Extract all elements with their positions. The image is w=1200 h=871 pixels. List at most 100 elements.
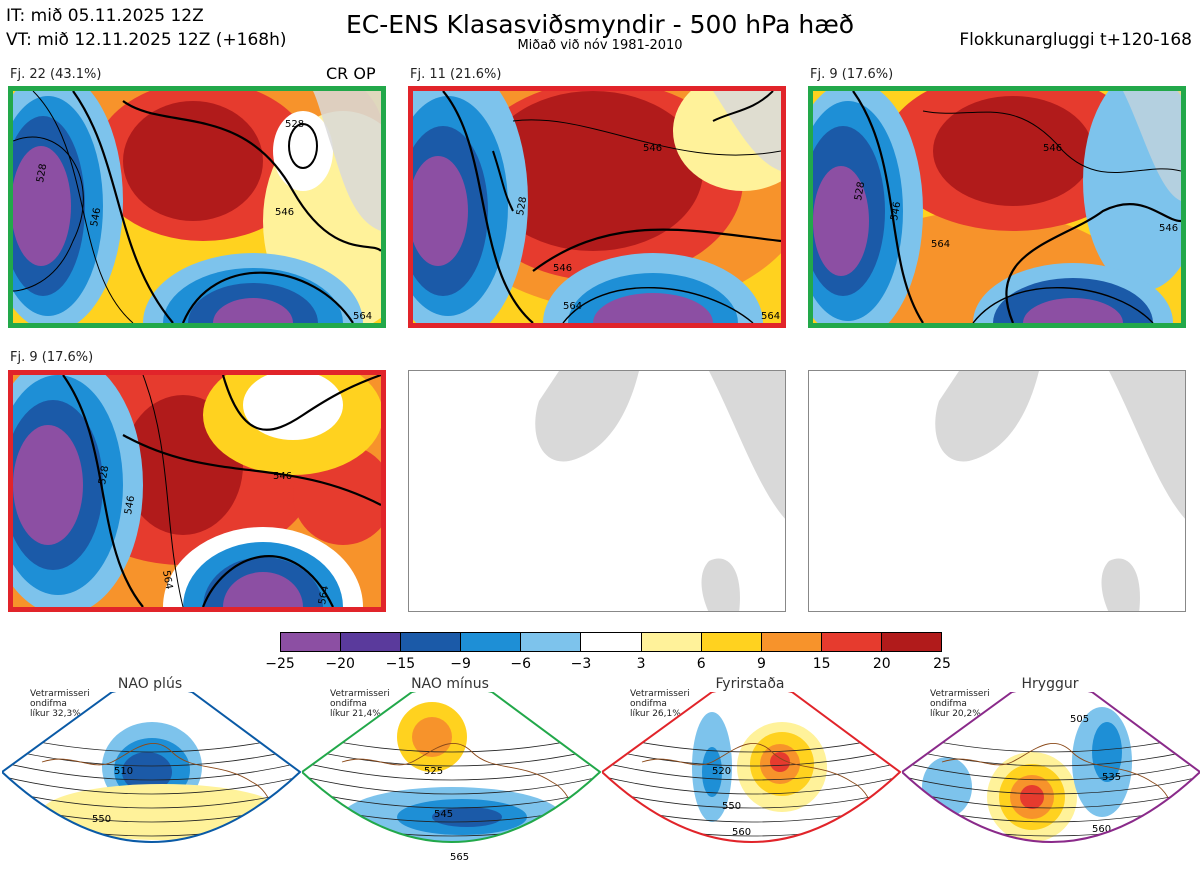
empty-map-6 <box>808 370 1186 612</box>
cluster-map-1: 528 546 546 528 564 <box>8 86 386 328</box>
cluster-label-3: Fj. 9 (17.6%) <box>810 67 894 82</box>
contour-label: 528 <box>97 465 111 486</box>
colorbar-swatch <box>701 633 762 651</box>
anomaly-blob <box>122 752 172 792</box>
colorbar-swatch <box>821 633 882 651</box>
empty-map-5 <box>408 370 786 612</box>
anomaly-blob <box>1020 785 1044 809</box>
height-contour <box>302 773 600 795</box>
regime-frame <box>302 692 602 843</box>
colorbar-swatch <box>401 633 462 651</box>
contour-label: 528 <box>515 196 529 217</box>
colorbar-tick-label: −6 <box>510 656 532 672</box>
height-contour <box>2 759 300 781</box>
cluster-label-1: Fj. 22 (43.1%) <box>10 67 102 82</box>
cluster-label-2: Fj. 11 (21.6%) <box>410 67 502 82</box>
regime-map: 525 545 565 <box>302 692 602 863</box>
initial-time: IT: mið 05.11.2025 12Z <box>6 6 204 26</box>
colorbar-tick-label: −25 <box>265 656 295 672</box>
contour-label: 546 <box>273 471 292 482</box>
contour-label: 546 <box>89 207 103 228</box>
contour-label: 564 <box>160 570 174 591</box>
contour-label: 564 <box>353 311 372 322</box>
regime-contour-label: 550 <box>92 814 111 825</box>
regime-contour-label: 505 <box>1070 714 1089 725</box>
colorbar-tick-label: 25 <box>933 656 951 672</box>
height-contour <box>902 844 1200 864</box>
regime-title: Hryggur <box>1021 676 1079 692</box>
scandinavia <box>709 371 785 519</box>
colorbar-tick-label: 6 <box>696 656 706 672</box>
contour-label: 564 <box>931 239 950 250</box>
classification-window: Flokkunargluggi t+120-168 <box>959 30 1192 50</box>
contour-label: 564 <box>761 311 780 322</box>
page-subtitle: Miðað við nóv 1981-2010 <box>517 38 683 53</box>
height-contour <box>302 745 600 767</box>
colorbar-swatch <box>641 633 702 651</box>
landmass <box>313 91 381 231</box>
height-contour <box>602 759 900 781</box>
contour-label: 546 <box>123 495 137 516</box>
contour-label: 546 <box>1043 143 1062 154</box>
contour-label: 546 <box>643 143 662 154</box>
regime-note: Vetrarmisseri ondifma líkur 21,4% <box>330 689 390 719</box>
colorbar-tick-label: −9 <box>450 656 471 672</box>
regime-note: Vetrarmisseri ondifma líkur 26,1% <box>630 689 690 719</box>
regime-title: Fyrirstaða <box>715 676 785 692</box>
regime-contour-label: 560 <box>1092 824 1111 835</box>
height-contour <box>2 844 302 864</box>
regime-contour-label: 520 <box>712 766 731 777</box>
colorbar-swatch <box>281 633 342 651</box>
colorbar <box>280 632 942 652</box>
colorbar-swatch <box>761 633 822 651</box>
regime-contour-label: 525 <box>424 766 443 777</box>
regime-title: NAO mínus <box>411 676 489 692</box>
regime-frame <box>602 692 902 843</box>
height-contour <box>602 745 900 767</box>
colorbar-swatch <box>461 633 522 651</box>
contour-label: 564 <box>563 301 582 312</box>
regime-map: 510 550 <box>2 692 302 864</box>
contour-label: 528 <box>853 181 867 202</box>
coastline <box>941 743 1174 842</box>
control-operational-marker: CR OP <box>326 64 376 83</box>
anomaly-blob <box>412 717 452 757</box>
page-title: EC-ENS Klasasviðsmyndir - 500 hPa hæð <box>345 10 855 39</box>
anomaly-blob <box>1092 722 1122 782</box>
colorbar-swatch <box>521 633 582 651</box>
height-contour <box>2 745 300 767</box>
height-contour <box>302 759 600 781</box>
height-contour <box>902 745 1200 767</box>
colorbar-tick-label: −15 <box>385 656 416 672</box>
cluster-label-4: Fj. 9 (17.6%) <box>10 350 94 365</box>
colorbar-swatch <box>581 633 642 651</box>
contour-label: 528 <box>35 163 49 184</box>
cluster-map-2: 546 528 546 564 564 <box>408 86 786 328</box>
height-contour <box>602 844 902 864</box>
contour-label: 546 <box>275 207 294 218</box>
coastline <box>641 743 874 842</box>
regime-map: 505 535 560 <box>902 692 1200 864</box>
contour-label: 528 <box>285 119 304 130</box>
colorbar-tick-label: −20 <box>325 656 355 672</box>
height-contour <box>902 759 1200 781</box>
colorbar-tick-label: 20 <box>872 656 891 672</box>
coastline <box>341 743 574 842</box>
colorbar-tick-label: 3 <box>636 656 646 672</box>
regime-frame <box>902 692 1200 843</box>
anomaly-blob <box>770 752 790 772</box>
regime-title: NAO plús <box>117 676 183 692</box>
regime-contour-label: 560 <box>732 827 751 838</box>
colorbar-tick-label: 15 <box>812 656 831 672</box>
height-contour <box>902 773 1200 795</box>
regime-contour-label: 545 <box>434 809 453 820</box>
contour-label: 546 <box>889 201 903 222</box>
height-contour <box>2 773 300 795</box>
contour-label: 546 <box>1159 223 1178 234</box>
valid-time: VT: mið 12.11.2025 12Z (+168h) <box>6 30 287 50</box>
contour-label: 564 <box>317 585 331 606</box>
regime-contour-label: 535 <box>1102 772 1121 783</box>
colorbar-swatch <box>341 633 402 651</box>
coastline <box>41 743 274 842</box>
regime-contour-label: 550 <box>722 801 741 812</box>
